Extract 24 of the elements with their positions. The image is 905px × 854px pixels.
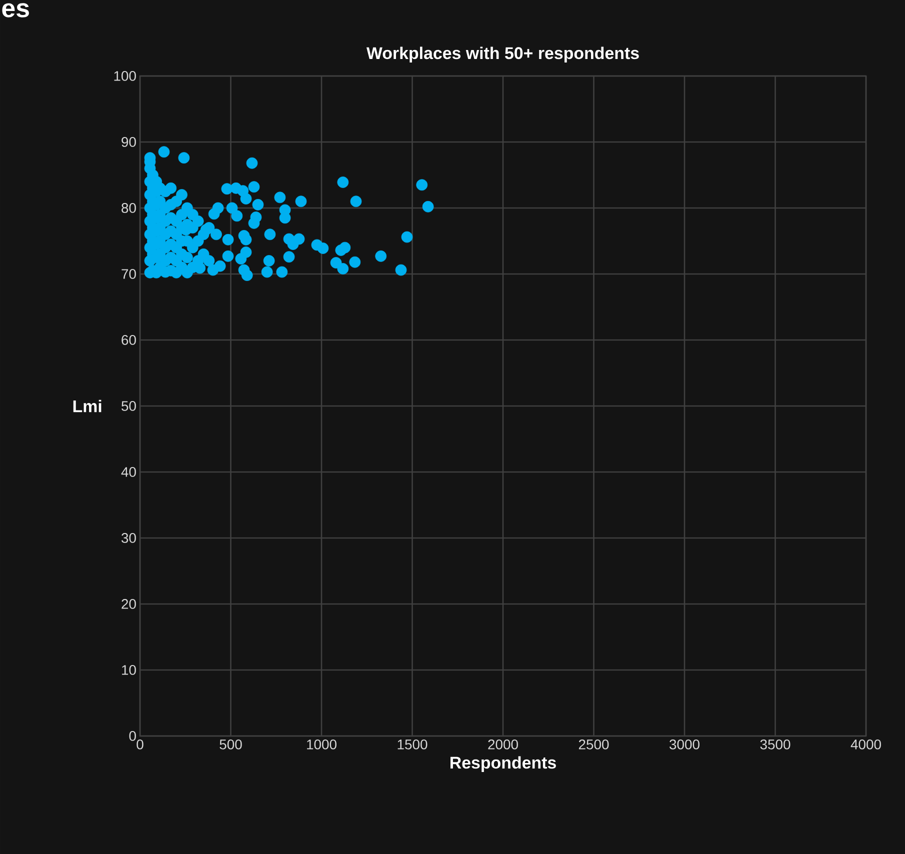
y-tick-label: 20 <box>122 599 136 609</box>
chart-title: Workplaces with 50+ respondents <box>366 46 639 62</box>
y-tick-label: 30 <box>122 533 136 543</box>
y-tick-label: 10 <box>122 665 136 675</box>
x-tick-label: 3500 <box>760 739 790 750</box>
x-tick-label: 3000 <box>670 739 700 750</box>
y-tick-label: 90 <box>122 137 136 147</box>
x-tick-label: 1000 <box>307 739 336 750</box>
x-tick-label: 1500 <box>398 739 428 750</box>
y-tick-label: 70 <box>122 269 136 279</box>
y-tick-label: 60 <box>122 335 136 345</box>
x-tick-label: 2500 <box>578 739 609 750</box>
y-tick-label: 40 <box>121 467 136 477</box>
x-tick-label: 4000 <box>850 739 881 750</box>
y-axis-title: Lmi <box>73 400 102 412</box>
x-tick-label: 500 <box>220 739 242 750</box>
text: es <box>2 3 29 18</box>
y-tick-label: 0 <box>129 731 136 741</box>
x-tick-label: 0 <box>136 739 144 750</box>
x-axis-title: Respondents <box>450 756 556 772</box>
y-tick-label: 50 <box>122 401 136 411</box>
y-tick-label: 100 <box>114 71 136 81</box>
y-tick-label: 80 <box>122 203 136 213</box>
x-tick-label: 2000 <box>488 739 518 750</box>
